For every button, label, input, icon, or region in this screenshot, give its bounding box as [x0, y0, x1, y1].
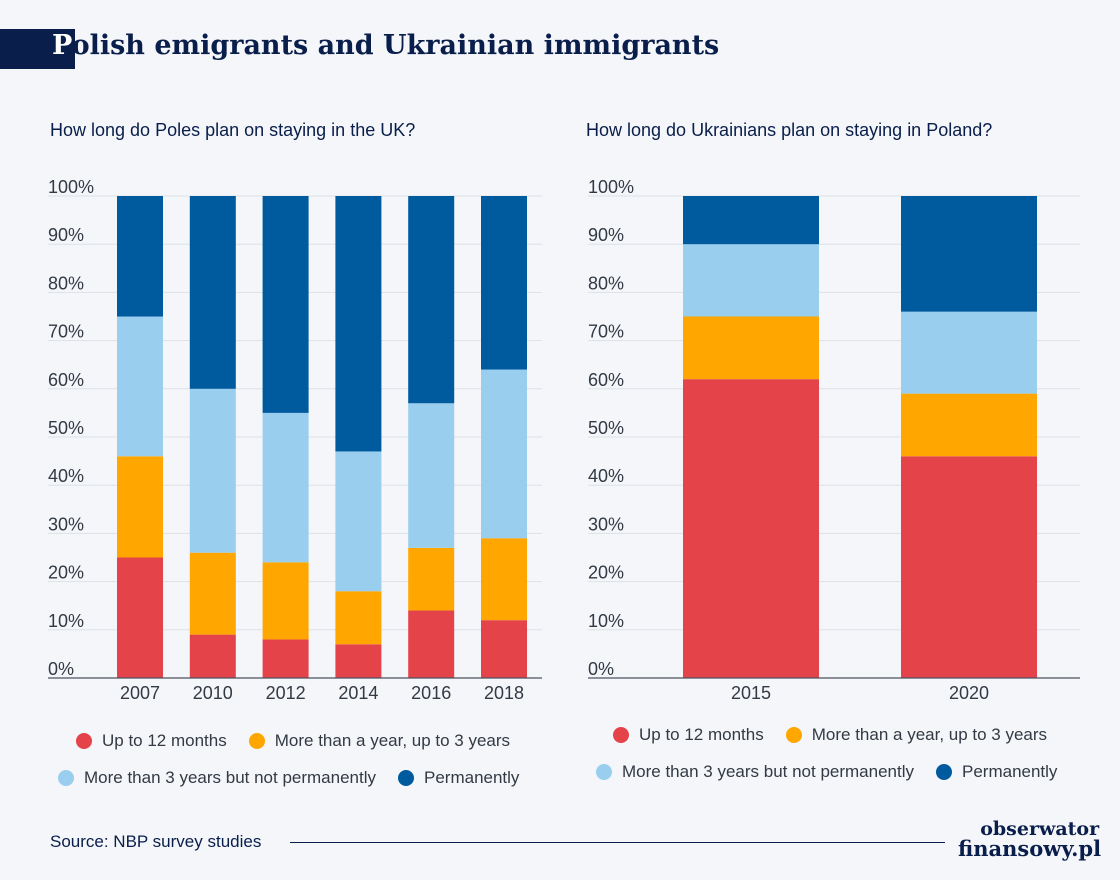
legend-dot-darkblue	[398, 770, 414, 786]
bar-over-3-2010	[189, 388, 236, 553]
bar-over-3-2016	[408, 403, 455, 548]
legend-item-over-3: More than 3 years but not permanently	[58, 768, 376, 788]
legend-label: Permanently	[424, 768, 520, 787]
bar-permanent-2012	[262, 196, 309, 413]
y-tick-label: 30%	[588, 514, 624, 534]
bar-up-to-12-2012	[262, 639, 309, 678]
y-tick-label: 70%	[588, 322, 624, 342]
x-tick-label: 2007	[120, 683, 160, 703]
x-tick-label: 2012	[266, 683, 306, 703]
bar-permanent-2018	[481, 196, 527, 370]
bar-one-to-3-2007	[117, 456, 163, 558]
bar-over-3-2007	[117, 316, 163, 457]
bar-up-to-12-2016	[408, 610, 455, 678]
bar-up-to-12-2020	[901, 456, 1037, 678]
bar-permanent-2010	[189, 196, 236, 389]
bar-up-to-12-2015	[683, 379, 819, 678]
legend-item-up-to-12: Up to 12 months	[613, 725, 764, 745]
legend-label: Up to 12 months	[102, 731, 227, 750]
y-tick-label: 100%	[588, 177, 634, 197]
source-note: Source: NBP survey studies	[50, 832, 262, 851]
y-tick-label: 30%	[48, 514, 84, 534]
y-tick-label: 0%	[588, 659, 614, 679]
y-tick-label: 0%	[48, 659, 74, 679]
legend-label: More than 3 years but not permanently	[84, 768, 376, 787]
legend-item-over-3: More than 3 years but not permanently	[596, 762, 914, 782]
bar-permanent-2015	[683, 196, 819, 245]
y-tick-label: 70%	[48, 322, 84, 342]
bar-up-to-12-2010	[189, 634, 236, 678]
legend-label: More than a year, up to 3 years	[811, 725, 1048, 744]
y-tick-label: 80%	[588, 273, 624, 293]
legend-label: Up to 12 months	[639, 725, 764, 744]
y-tick-label: 90%	[48, 225, 84, 245]
logo-line-1: obserwator	[980, 818, 1100, 840]
bar-permanent-2020	[901, 196, 1037, 312]
y-tick-label: 20%	[588, 563, 624, 583]
brand-logo: obserwator finansowy.pl	[958, 818, 1102, 861]
x-tick-label: 2016	[411, 683, 451, 703]
y-tick-label: 40%	[48, 466, 84, 486]
bar-one-to-3-2014	[335, 591, 382, 645]
y-tick-label: 50%	[588, 418, 624, 438]
bar-one-to-3-2018	[481, 538, 527, 621]
x-tick-label: 2015	[731, 683, 771, 703]
bar-over-3-2018	[481, 369, 527, 539]
y-tick-label: 20%	[48, 563, 84, 583]
bar-up-to-12-2014	[335, 644, 382, 678]
legend-dot-lightblue	[596, 764, 612, 780]
footer-divider	[290, 842, 945, 843]
bar-over-3-2020	[901, 311, 1037, 394]
bar-permanent-2014	[335, 196, 382, 452]
title-accent-block	[0, 29, 75, 69]
title-first-letter: P	[52, 30, 72, 61]
bar-one-to-3-2015	[683, 316, 819, 380]
legend-dot-lightblue	[58, 770, 74, 786]
legend-dot-orange	[248, 733, 265, 749]
y-tick-label: 60%	[588, 370, 624, 390]
y-tick-label: 10%	[588, 611, 624, 631]
legend-item-one-to-3: More than a year, up to 3 years	[248, 731, 511, 751]
legend-item-up-to-12: Up to 12 months	[76, 731, 227, 751]
legend-dot-orange	[785, 727, 802, 743]
bar-permanent-2016	[408, 196, 455, 404]
bar-permanent-2007	[117, 196, 163, 317]
bar-one-to-3-2020	[901, 393, 1037, 457]
legend-dot-darkblue	[936, 764, 952, 780]
y-tick-label: 40%	[588, 466, 624, 486]
y-tick-label: 90%	[588, 225, 624, 245]
chart-right-title: How long do Ukrainians plan on staying i…	[586, 120, 993, 140]
bar-over-3-2015	[683, 244, 819, 317]
y-tick-label: 10%	[48, 611, 84, 631]
chart-left-poles-uk: 0% 10% 20% 30% 40% 50% 60% 70% 80% 90% 100% 2007 201…	[48, 177, 542, 703]
page-title: Polish emigrants and Ukrainian immigrant…	[52, 30, 719, 61]
bar-one-to-3-2012	[262, 562, 309, 640]
legend-dot-red	[613, 727, 629, 743]
y-tick-label: 100%	[48, 177, 94, 197]
y-tick-label: 50%	[48, 418, 84, 438]
legend-dot-red	[76, 733, 92, 749]
bar-over-3-2014	[335, 451, 382, 592]
chart-right-ukrainians-poland: 0% 10% 20% 30% 40% 50% 60% 70% 80% 90% 100% 2015 202…	[588, 177, 1080, 703]
bar-one-to-3-2016	[408, 547, 455, 611]
legend-item-one-to-3: More than a year, up to 3 years	[785, 725, 1048, 745]
legend-item-permanent: Permanently	[398, 768, 519, 788]
x-tick-label: 2010	[193, 683, 233, 703]
x-tick-label: 2018	[484, 683, 524, 703]
x-tick-label: 2014	[338, 683, 378, 703]
legend-item-permanent: Permanently	[936, 762, 1057, 782]
bar-over-3-2012	[262, 412, 309, 563]
title-text: olish emigrants and Ukrainian immigrants	[71, 30, 720, 61]
y-tick-label: 60%	[48, 370, 84, 390]
x-tick-label: 2020	[949, 683, 989, 703]
bar-up-to-12-2007	[117, 557, 163, 678]
logo-line-2: finansowy.pl	[958, 836, 1102, 861]
legend-label: More than a year, up to 3 years	[274, 731, 511, 750]
chart-left-title: How long do Poles plan on staying in the…	[50, 120, 416, 140]
legend-label: More than 3 years but not permanently	[622, 762, 914, 781]
bar-up-to-12-2018	[481, 620, 527, 678]
y-tick-label: 80%	[48, 273, 84, 293]
bar-one-to-3-2010	[189, 552, 236, 635]
legend-label: Permanently	[962, 762, 1058, 781]
